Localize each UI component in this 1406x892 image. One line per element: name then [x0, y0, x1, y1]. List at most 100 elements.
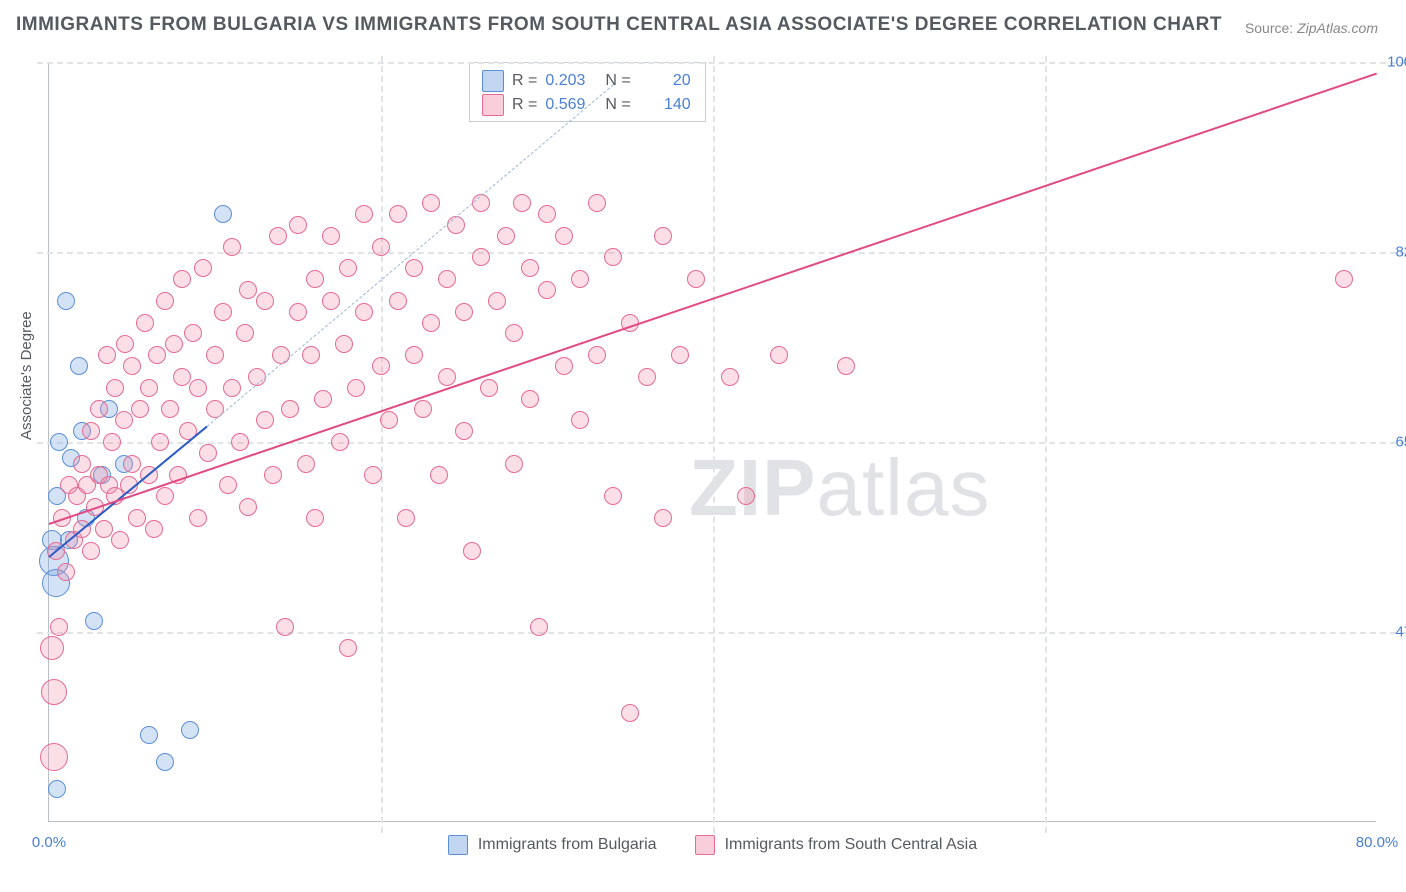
- y-tick-label: 65.0%: [1378, 434, 1406, 451]
- data-point-pink: [184, 324, 202, 342]
- data-point-pink: [289, 303, 307, 321]
- data-point-pink: [347, 379, 365, 397]
- gridline-v: [1045, 56, 1047, 833]
- data-point-pink: [272, 346, 290, 364]
- data-point-pink: [264, 466, 282, 484]
- data-point-pink: [239, 498, 257, 516]
- data-point-pink: [405, 346, 423, 364]
- swatch-pink-icon: [482, 94, 504, 116]
- data-point-pink: [231, 433, 249, 451]
- data-point-pink: [638, 368, 656, 386]
- data-point-pink: [276, 618, 294, 636]
- data-point-pink: [555, 357, 573, 375]
- data-point-pink: [1335, 270, 1353, 288]
- data-point-pink: [173, 270, 191, 288]
- data-point-pink: [671, 346, 689, 364]
- data-point-pink: [770, 346, 788, 364]
- data-point-pink: [214, 303, 232, 321]
- n-value-pink: 140: [639, 93, 691, 117]
- n-label: N =: [605, 69, 630, 93]
- data-point-pink: [90, 400, 108, 418]
- data-point-pink: [103, 433, 121, 451]
- data-point-pink: [372, 357, 390, 375]
- data-point-pink: [364, 466, 382, 484]
- data-point-pink: [654, 509, 672, 527]
- data-point-pink: [389, 292, 407, 310]
- correlation-legend: R = 0.203 N = 20 R = 0.569 N = 140: [469, 62, 706, 122]
- gridline-h: [37, 632, 1406, 634]
- data-point-pink: [236, 324, 254, 342]
- r-value-blue: 0.203: [545, 69, 597, 93]
- data-point-pink: [438, 368, 456, 386]
- legend-label-blue: Immigrants from Bulgaria: [478, 836, 657, 854]
- data-point-pink: [269, 227, 287, 245]
- data-point-pink: [306, 509, 324, 527]
- data-point-pink: [161, 400, 179, 418]
- data-point-pink: [414, 400, 432, 418]
- data-point-pink: [372, 238, 390, 256]
- data-point-pink: [397, 509, 415, 527]
- data-point-blue: [156, 753, 174, 771]
- watermark: ZIPatlas: [689, 442, 990, 534]
- data-point-pink: [447, 216, 465, 234]
- data-point-pink: [322, 227, 340, 245]
- swatch-pink-icon: [695, 835, 715, 855]
- source-attribution: Source: ZipAtlas.com: [1245, 20, 1378, 36]
- data-point-pink: [430, 466, 448, 484]
- data-point-pink: [136, 314, 154, 332]
- data-point-pink: [314, 390, 332, 408]
- data-point-pink: [281, 400, 299, 418]
- data-point-pink: [151, 433, 169, 451]
- y-tick-label: 82.5%: [1378, 244, 1406, 261]
- data-point-pink: [98, 346, 116, 364]
- data-point-pink: [239, 281, 257, 299]
- data-point-pink: [128, 509, 146, 527]
- data-point-pink: [156, 292, 174, 310]
- r-label: R =: [512, 69, 537, 93]
- trend-line-blue-dashed: [206, 84, 613, 427]
- data-point-pink: [82, 542, 100, 560]
- data-point-pink: [331, 433, 349, 451]
- n-label: N =: [605, 93, 630, 117]
- data-point-pink: [206, 346, 224, 364]
- data-point-pink: [530, 618, 548, 636]
- data-point-pink: [513, 194, 531, 212]
- data-point-pink: [73, 455, 91, 473]
- x-tick-label: 80.0%: [1356, 834, 1399, 851]
- r-label: R =: [512, 93, 537, 117]
- legend-item-blue: Immigrants from Bulgaria: [448, 835, 657, 855]
- chart-title: IMMIGRANTS FROM BULGARIA VS IMMIGRANTS F…: [16, 14, 1222, 36]
- data-point-pink: [389, 205, 407, 223]
- data-point-blue: [140, 726, 158, 744]
- data-point-pink: [737, 487, 755, 505]
- watermark-bold: ZIP: [689, 443, 816, 532]
- data-point-pink: [380, 411, 398, 429]
- data-point-pink: [57, 563, 75, 581]
- data-point-pink: [521, 259, 539, 277]
- legend-row-blue: R = 0.203 N = 20: [482, 69, 691, 93]
- data-point-pink: [173, 368, 191, 386]
- data-point-pink: [40, 743, 68, 771]
- data-point-pink: [131, 400, 149, 418]
- data-point-pink: [219, 476, 237, 494]
- data-point-pink: [339, 639, 357, 657]
- data-point-pink: [505, 324, 523, 342]
- data-point-pink: [604, 248, 622, 266]
- series-legend: Immigrants from Bulgaria Immigrants from…: [49, 835, 1376, 855]
- data-point-blue: [57, 292, 75, 310]
- data-point-pink: [156, 487, 174, 505]
- data-point-pink: [721, 368, 739, 386]
- data-point-pink: [355, 205, 373, 223]
- data-point-pink: [588, 346, 606, 364]
- data-point-pink: [145, 520, 163, 538]
- data-point-pink: [521, 390, 539, 408]
- source-value: ZipAtlas.com: [1297, 20, 1378, 36]
- data-point-pink: [206, 400, 224, 418]
- legend-item-pink: Immigrants from South Central Asia: [695, 835, 978, 855]
- data-point-pink: [189, 379, 207, 397]
- y-axis-title: Associate's Degree: [18, 311, 35, 440]
- data-point-pink: [256, 411, 274, 429]
- data-point-pink: [472, 248, 490, 266]
- data-point-pink: [405, 259, 423, 277]
- data-point-pink: [488, 292, 506, 310]
